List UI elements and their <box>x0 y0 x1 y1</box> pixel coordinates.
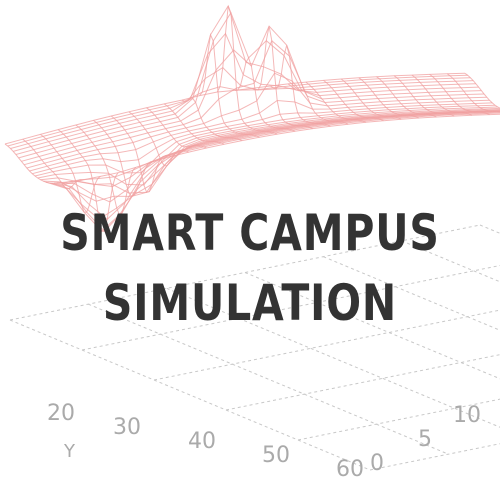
grid-line <box>225 354 500 411</box>
mesh-line <box>393 75 455 117</box>
mesh-line <box>163 103 225 145</box>
mesh-line <box>252 26 313 130</box>
grid-line <box>369 443 500 471</box>
mesh-line <box>4 143 66 185</box>
mesh-line <box>22 138 83 190</box>
mesh-line <box>181 97 243 142</box>
mesh-line <box>429 73 490 116</box>
y-axis-name: Y <box>63 441 76 462</box>
mesh-line <box>447 73 500 113</box>
mesh-line <box>216 5 278 135</box>
x-tick-label: 10 <box>453 403 481 428</box>
mesh-line <box>376 76 437 118</box>
grid-line <box>244 272 500 380</box>
page-title: SMART CAMPUS SIMULATION <box>0 198 500 338</box>
axis-ticks: 20 30 40 50 60 Y 0 5 10 <box>47 401 481 482</box>
mesh-line <box>128 111 189 167</box>
title-line-1: SMART CAMPUS <box>60 204 440 262</box>
mesh-line <box>21 25 482 162</box>
grid-line <box>9 319 371 471</box>
mesh-line <box>464 72 500 109</box>
grid-line <box>9 224 481 321</box>
title-line-2: SIMULATION <box>102 274 398 332</box>
mesh-line <box>110 115 172 193</box>
mesh-line <box>199 33 260 138</box>
grid-line <box>297 398 500 441</box>
grid-line <box>88 303 449 455</box>
y-tick-label: 60 <box>336 457 364 482</box>
grid-line <box>153 309 500 381</box>
grid-line <box>81 265 500 351</box>
mesh-line <box>287 83 349 125</box>
y-tick-label: 30 <box>113 415 141 440</box>
axes-grid <box>9 224 500 471</box>
y-tick-label: 40 <box>188 429 216 454</box>
mesh-line <box>358 77 419 119</box>
mesh-line <box>40 107 500 194</box>
mesh-line <box>323 80 384 122</box>
mesh-line <box>340 78 402 120</box>
surface-mesh <box>4 4 500 232</box>
grid-line <box>166 287 500 428</box>
mesh-line <box>40 133 101 213</box>
mesh-line <box>93 120 154 198</box>
mesh-line <box>305 81 366 123</box>
mesh-line <box>146 107 207 149</box>
mesh-line <box>411 74 473 116</box>
mesh-line <box>270 45 331 127</box>
mesh-line <box>234 56 296 132</box>
mesh-line <box>75 124 137 216</box>
y-tick-label: 50 <box>262 443 290 468</box>
x-tick-label: 0 <box>370 451 384 476</box>
y-tick-label: 20 <box>47 401 75 426</box>
mesh-line <box>57 129 119 232</box>
x-tick-label: 5 <box>418 427 432 452</box>
mesh-line <box>37 106 498 186</box>
